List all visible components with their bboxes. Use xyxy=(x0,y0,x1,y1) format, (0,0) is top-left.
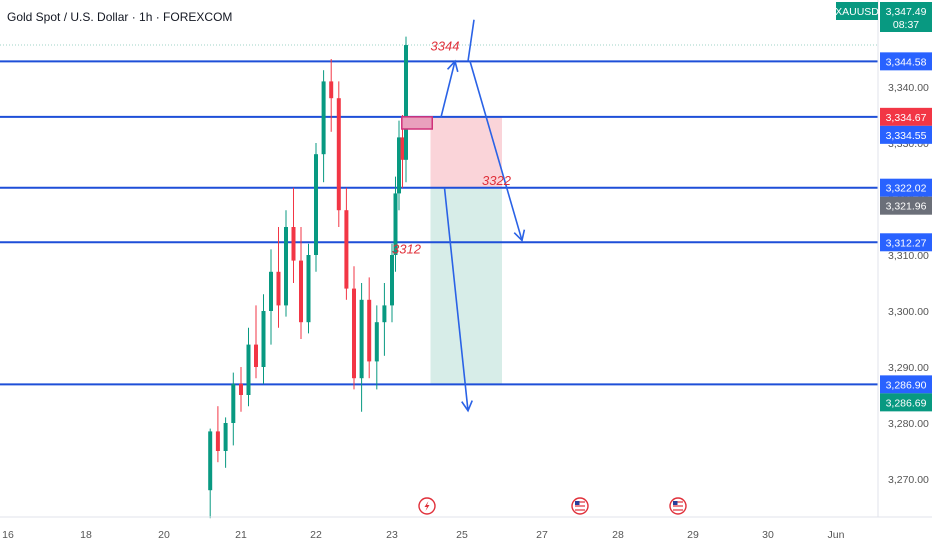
marker-box-group xyxy=(401,116,433,130)
y-tick-label: 3,300.00 xyxy=(888,306,929,318)
x-tick-label: 30 xyxy=(762,529,774,541)
annotation-label: 3344 xyxy=(431,39,460,54)
x-tick-label: 22 xyxy=(310,529,322,541)
price-badge-label: 3,344.58 xyxy=(886,56,927,68)
candle-body xyxy=(254,344,258,367)
candle-body xyxy=(359,299,364,379)
price-badge-label: 3,312.27 xyxy=(886,237,927,249)
arrow-head xyxy=(513,229,526,243)
lightning-icon xyxy=(418,497,436,515)
candle-body xyxy=(329,81,334,99)
price-badge xyxy=(880,233,932,252)
horizontal-levels xyxy=(0,44,878,386)
annotations: 3344 3322 3312 xyxy=(392,39,512,257)
candle-body xyxy=(306,255,311,323)
us-flag-icon-canton xyxy=(575,501,580,505)
price-badge-countdown: 08:37 xyxy=(893,19,919,31)
candle-body xyxy=(321,81,326,155)
annotation-label: 3322 xyxy=(482,173,512,188)
candle-body xyxy=(374,322,379,362)
arrow-head xyxy=(446,59,459,73)
price-badge-label: 3,334.55 xyxy=(886,130,927,142)
candle-body xyxy=(397,137,401,194)
symbol-title: Gold Spot / U.S. Dollar · 1h · FOREXCOM xyxy=(7,10,233,24)
x-tick-label: Jun xyxy=(828,529,845,541)
candle-body xyxy=(390,255,394,306)
target-zone xyxy=(430,187,502,385)
candle-body xyxy=(231,383,236,423)
candle-body xyxy=(382,305,387,323)
candles xyxy=(208,36,408,519)
arrow-line xyxy=(440,61,456,118)
x-tick-label: 25 xyxy=(456,529,468,541)
candle-body xyxy=(269,271,273,311)
position-zones xyxy=(430,116,502,385)
lightning-icon-bolt xyxy=(424,501,430,511)
arrows xyxy=(440,19,526,413)
candle-body xyxy=(299,260,303,323)
annotation-label: 3312 xyxy=(392,241,422,256)
x-tick-label: 16 xyxy=(2,529,14,541)
candle-body xyxy=(404,45,408,160)
arrow-line xyxy=(443,187,469,411)
price-badge-label: 3,322.02 xyxy=(886,183,927,195)
price-badge xyxy=(880,107,932,126)
candle-body xyxy=(291,227,296,261)
symbol-badge-label: XAUUSD xyxy=(835,6,879,18)
candle-body xyxy=(336,98,341,211)
price-badge xyxy=(880,196,932,215)
x-axis-ticks: 16 18 20 21 22 23 25 27 28 29 30 Jun xyxy=(2,529,844,541)
marker-box xyxy=(401,116,433,130)
candle-body xyxy=(284,227,288,306)
candle-body xyxy=(314,154,318,255)
x-tick-label: 21 xyxy=(235,529,247,541)
us-flag-icon xyxy=(669,497,687,515)
x-tick-label: 23 xyxy=(386,529,398,541)
price-badge xyxy=(880,393,932,412)
candle-body xyxy=(261,311,266,367)
price-badge-label: 3,286.90 xyxy=(886,379,927,391)
us-flag-icon xyxy=(571,497,589,515)
price-badge xyxy=(880,375,932,394)
arrow-line xyxy=(467,19,475,62)
y-tick-label: 3,290.00 xyxy=(888,362,929,374)
y-tick-label: 3,340.00 xyxy=(888,82,929,94)
price-badge xyxy=(880,2,932,32)
candle-body xyxy=(400,137,405,160)
event-icons xyxy=(418,497,687,515)
x-tick-label: 29 xyxy=(687,529,699,541)
price-badge-label: 3,334.67 xyxy=(886,112,927,124)
price-badge-label: 3,347.49 xyxy=(886,6,927,18)
symbol-badge xyxy=(836,2,878,20)
us-flag-icon-canton xyxy=(673,501,678,505)
price-badge-label: 3,321.96 xyxy=(886,201,927,213)
candle-body xyxy=(344,210,349,289)
price-badge-label: 3,286.69 xyxy=(886,397,927,409)
candle-body xyxy=(208,431,213,491)
y-tick-label: 3,280.00 xyxy=(888,418,929,430)
candle-body xyxy=(239,383,243,395)
candle-body xyxy=(215,431,220,451)
price-badge xyxy=(880,125,932,144)
arrow-head xyxy=(461,400,473,413)
candle-body xyxy=(393,193,398,255)
y-tick-label: 3,270.00 xyxy=(888,474,929,486)
candle-body xyxy=(352,288,356,379)
x-tick-label: 28 xyxy=(612,529,624,541)
price-badge xyxy=(880,178,932,197)
candle-body xyxy=(246,344,251,395)
price-badge xyxy=(880,52,932,71)
x-tick-label: 27 xyxy=(536,529,548,541)
x-tick-label: 18 xyxy=(80,529,92,541)
candle-body xyxy=(276,271,281,306)
y-tick-label: 3,310.00 xyxy=(888,250,929,262)
candle-body xyxy=(367,299,372,362)
candle-body xyxy=(223,423,228,451)
x-tick-label: 20 xyxy=(158,529,170,541)
arrow-line xyxy=(469,61,523,241)
